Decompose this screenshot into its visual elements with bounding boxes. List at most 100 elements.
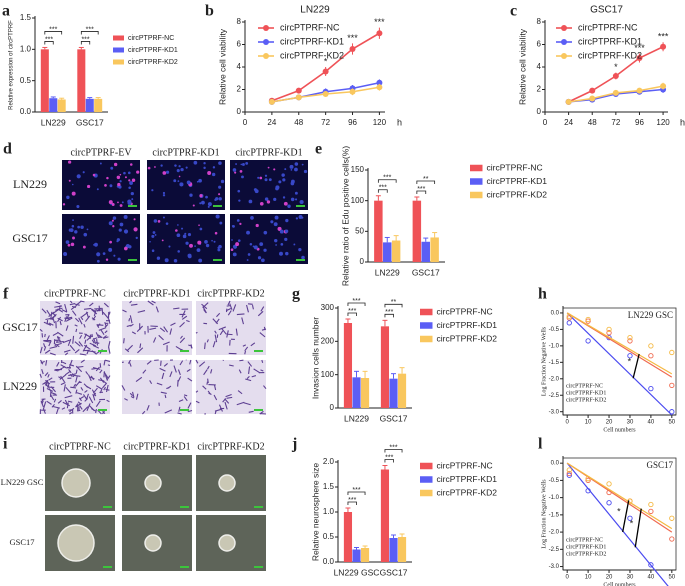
significance-label: *** [45, 36, 53, 43]
cell [46, 309, 51, 316]
cell [130, 192, 134, 196]
point [627, 338, 633, 344]
cell [207, 171, 212, 175]
cell [42, 408, 46, 414]
panel-letter: e [315, 141, 322, 158]
y-tick-label: 0.0 [20, 107, 32, 116]
x-tick-label: 72 [611, 118, 620, 127]
y-axis-label: Relative expression of circPTPRF [9, 20, 15, 110]
cell [245, 378, 252, 382]
cell [176, 169, 180, 173]
significance-label: ** [391, 299, 397, 306]
cell [173, 365, 177, 373]
x-tick-label: 50 [668, 420, 675, 426]
cell [84, 339, 87, 344]
cell [87, 374, 92, 382]
cell [108, 200, 113, 205]
cell [65, 317, 73, 322]
scale-bar [254, 506, 263, 508]
legend-marker [561, 25, 567, 31]
cell [72, 335, 75, 344]
cell [137, 310, 146, 313]
cell [91, 317, 96, 321]
cell [102, 311, 109, 319]
cell [133, 218, 136, 221]
point [660, 43, 667, 50]
cell [219, 221, 223, 225]
cell [85, 311, 90, 319]
cell [298, 248, 302, 252]
significance-bracket [384, 303, 403, 308]
cell [248, 199, 253, 204]
cell [212, 341, 216, 348]
cell [67, 400, 73, 403]
cell [69, 364, 75, 367]
cell [62, 401, 70, 407]
cell [229, 364, 234, 367]
cell [130, 323, 134, 327]
panel-letter: l [538, 436, 543, 453]
cell [210, 369, 213, 374]
cell [246, 259, 249, 261]
image-column-label: circPTPRF-KD2 [197, 288, 264, 299]
cell [68, 369, 72, 374]
cell [179, 337, 186, 344]
cell [230, 248, 234, 252]
cell [75, 369, 78, 374]
cell [248, 366, 251, 374]
point [669, 382, 675, 389]
cell [151, 300, 156, 304]
cell [78, 397, 82, 402]
cell [75, 380, 81, 387]
bar [389, 378, 398, 408]
panel-letter: d [3, 141, 12, 158]
x-tick-label: 48 [294, 118, 303, 127]
significance-label: *** [383, 175, 391, 182]
significance-bracket [347, 501, 357, 505]
cell [221, 328, 227, 335]
cell [234, 171, 237, 174]
cell [108, 340, 111, 347]
cell [92, 344, 100, 349]
cell [74, 324, 78, 327]
cell [232, 244, 238, 249]
cell [128, 186, 131, 189]
cell [52, 309, 59, 315]
cell [93, 242, 98, 247]
bar [343, 512, 353, 562]
cell [174, 164, 177, 167]
cell [98, 379, 105, 382]
cell [246, 304, 249, 313]
cell [142, 369, 147, 374]
cell [224, 398, 230, 404]
cell [202, 385, 207, 390]
cell [282, 178, 286, 182]
cell [251, 375, 257, 378]
cell [40, 398, 45, 403]
cell [103, 386, 106, 391]
legend-swatch [470, 164, 483, 172]
x-tick-label: GSC17 [380, 413, 408, 423]
cell [149, 327, 157, 331]
cell [76, 174, 81, 179]
y-tick-label: 0 [330, 403, 335, 412]
cell [83, 232, 88, 237]
cell [243, 402, 251, 406]
cell [254, 189, 259, 194]
cell [105, 384, 109, 393]
bar [430, 237, 439, 262]
cell [229, 303, 233, 311]
image-column-label: circPTPRF-NC [44, 288, 106, 299]
cell [164, 394, 167, 399]
cell [56, 336, 62, 343]
cell [54, 342, 62, 347]
cell [39, 346, 43, 354]
cell [189, 359, 192, 365]
y-tick-label: -3.0 [549, 564, 560, 570]
cell [263, 248, 267, 252]
cell [123, 214, 128, 219]
point [585, 488, 591, 494]
cell [75, 376, 78, 383]
cell [135, 236, 138, 240]
